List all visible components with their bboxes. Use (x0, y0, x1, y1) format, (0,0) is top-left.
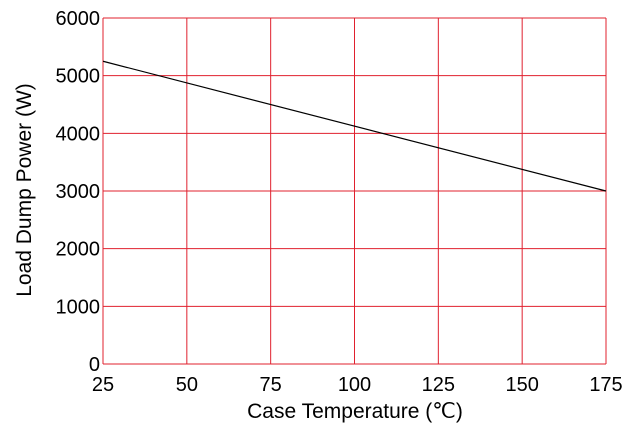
y-tick-label-5: 5000 (56, 66, 101, 88)
x-tick-label-3: 100 (338, 374, 371, 396)
x-tick-label-0: 25 (92, 374, 114, 396)
y-tick-label-4: 4000 (56, 123, 101, 145)
y-tick-label-3: 3000 (56, 181, 101, 203)
y-tick-label-6: 6000 (56, 8, 101, 30)
chart-series (102, 60, 607, 192)
y-axis-label: Load Dump Power (W) (13, 83, 36, 297)
y-tick-label-2: 2000 (56, 239, 101, 261)
y-tick-labels: 0 1000 2000 3000 4000 5000 6000 (56, 8, 101, 376)
y-tick-label-0: 0 (89, 354, 100, 376)
x-tick-label-2: 75 (260, 374, 282, 396)
x-tick-label-6: 175 (589, 374, 622, 396)
x-axis-label: Case Temperature (℃) (247, 400, 463, 423)
chart-grid (102, 17, 607, 365)
x-tick-label-4: 125 (422, 374, 455, 396)
x-tick-label-5: 150 (505, 374, 538, 396)
x-tick-labels: 25 50 75 100 125 150 175 (92, 374, 623, 396)
x-tick-label-1: 50 (176, 374, 198, 396)
y-tick-label-1: 1000 (56, 296, 101, 318)
series-line-0 (102, 60, 607, 192)
